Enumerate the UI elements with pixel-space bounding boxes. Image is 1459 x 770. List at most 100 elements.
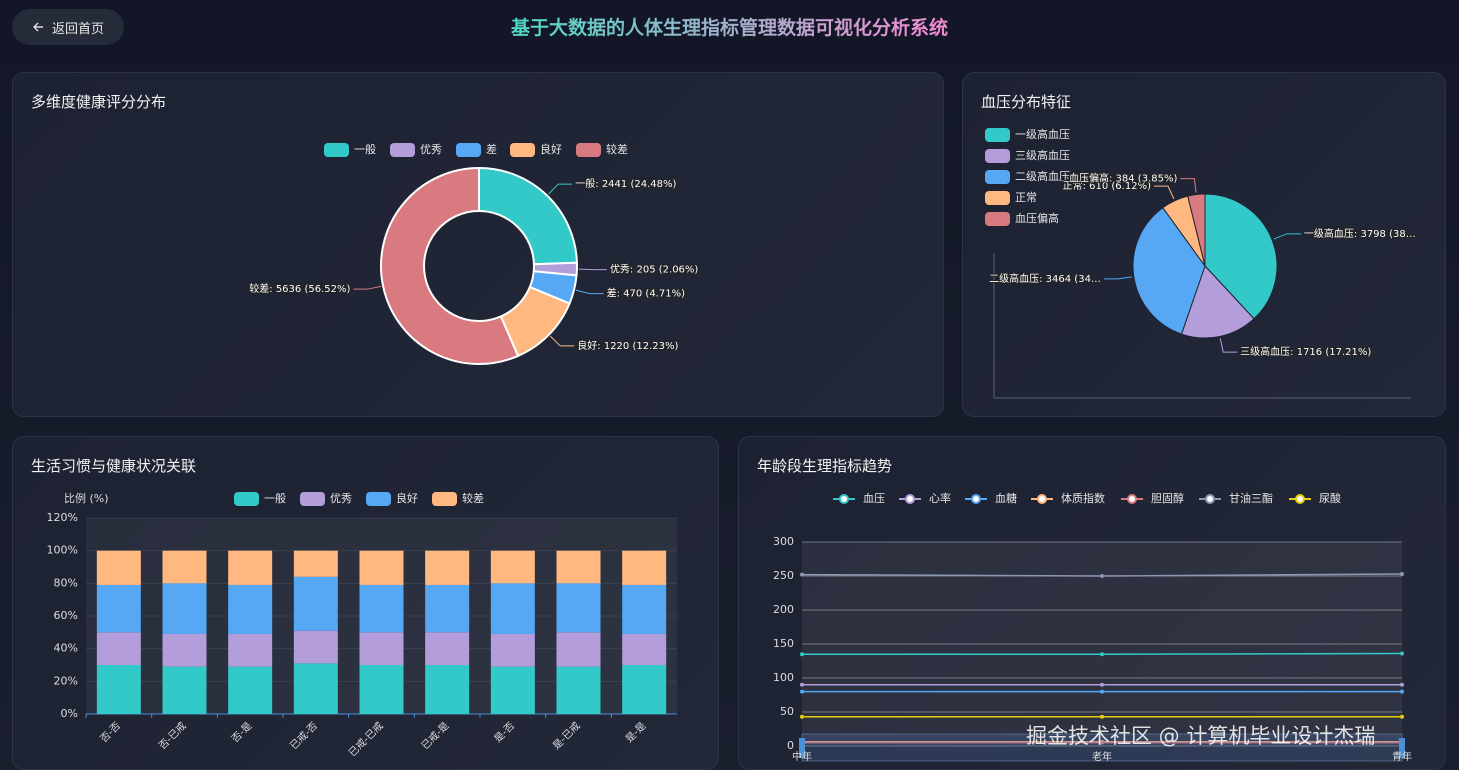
bar-segment	[425, 584, 470, 633]
data-label: 优秀: 205 (2.06%)	[610, 263, 698, 276]
bar-segment	[162, 666, 207, 714]
legend-label: 一级高血压	[1015, 127, 1070, 141]
pie-slice	[1180, 265, 1255, 339]
pie-slice	[1187, 193, 1206, 267]
x-tick-label: 是-已戒	[550, 720, 582, 752]
legend-label: 心率	[929, 491, 951, 505]
bar-segment	[228, 666, 273, 714]
panel-title: 生活习惯与健康状况关联	[31, 457, 197, 475]
legend-label: 良好	[540, 142, 562, 156]
legend-label: 优秀	[330, 492, 352, 505]
bar-segment	[96, 584, 141, 633]
legend-symbol	[985, 191, 1010, 205]
legend-label: 一般	[354, 143, 376, 156]
legend-label: 三级高血压	[1015, 148, 1070, 162]
bar-segment	[490, 550, 535, 584]
pie-slice	[1204, 193, 1278, 320]
leader-line	[1219, 338, 1238, 353]
bar-segment	[490, 633, 535, 667]
leader-line	[1273, 233, 1301, 240]
line-point	[800, 689, 804, 694]
legend-symbol	[985, 212, 1010, 226]
leader-line	[353, 285, 382, 290]
x-tick-label: 已戒-已戒	[346, 720, 385, 759]
y-tick-label: 120%	[47, 511, 78, 524]
line-point	[1400, 682, 1404, 687]
legend-symbol	[432, 492, 457, 506]
y-tick-label: 300	[773, 535, 794, 548]
line-point	[1400, 571, 1404, 576]
legend-label: 胆固醇	[1151, 491, 1184, 505]
bar-segment	[96, 632, 141, 665]
back-button[interactable]: 返回首页	[12, 9, 124, 45]
line-point	[800, 652, 804, 657]
legend-label: 尿酸	[1319, 491, 1341, 505]
legend-label: 体质指数	[1061, 491, 1105, 505]
bar-segment	[425, 632, 470, 665]
y-tick-label: 0%	[61, 707, 78, 720]
legend-label: 一般	[264, 492, 286, 505]
data-label: 一般: 2441 (24.48%)	[575, 177, 676, 190]
bar-segment	[228, 584, 273, 634]
x-tick-label: 否-否	[98, 720, 123, 745]
x-tick-label: 中年	[792, 750, 812, 763]
pie-slice	[380, 167, 520, 365]
legend-symbol	[905, 494, 915, 504]
x-tick-label: 老年	[1092, 750, 1112, 763]
bar-segment	[228, 633, 273, 667]
bar-segment	[228, 550, 273, 585]
legend-symbol	[985, 170, 1010, 184]
back-label: 返回首页	[51, 21, 104, 37]
bar-segment	[359, 550, 404, 585]
line-point	[1400, 651, 1404, 656]
legend-label: 二级高血压	[1015, 169, 1070, 183]
y-tick-label: 0	[787, 739, 794, 752]
y-tick-label: 200	[773, 603, 794, 616]
y-tick-label: 40%	[54, 642, 78, 655]
line-point	[1100, 740, 1104, 745]
bar-segment	[622, 550, 667, 585]
line-point	[1400, 714, 1404, 719]
leader-line	[575, 289, 604, 295]
bar-segment	[490, 583, 535, 634]
bar-segment	[96, 665, 141, 714]
data-label: 较差: 5636 (56.52%)	[249, 282, 350, 295]
leader-line	[1153, 185, 1175, 200]
legend-label: 血压偏高	[1015, 211, 1059, 225]
panel-title: 多维度健康评分分布	[31, 93, 167, 111]
bar-segment	[556, 632, 601, 667]
legend-symbol	[839, 494, 849, 504]
bar-segment	[293, 550, 338, 577]
line-point	[1100, 714, 1104, 719]
bar-segment	[425, 550, 470, 585]
watermark: 掘金技术社区 @ 计算机毕业设计杰瑞	[1026, 724, 1376, 748]
bar-segment	[359, 584, 404, 633]
y-tick-label: 100	[773, 671, 794, 684]
legend-label: 优秀	[420, 143, 442, 156]
back-icon	[32, 22, 43, 32]
panel-title: 血压分布特征	[981, 93, 1072, 111]
bar-segment	[162, 550, 207, 584]
bar-segment	[359, 665, 404, 714]
x-tick-label: 已戒-是	[419, 720, 451, 752]
y-tick-label: 60%	[54, 609, 78, 622]
leader-line	[1180, 178, 1197, 193]
bar-segment	[556, 583, 601, 633]
panel: 血压 心率 血糖 体质指数 胆固醇 甘油三酯 尿酸 0 50 100 150 200 250 300 中年 老…	[738, 436, 1446, 770]
bar-segment	[293, 576, 338, 631]
legend-symbol	[366, 492, 391, 506]
bar-segment	[556, 550, 601, 584]
bar-segment	[622, 665, 667, 714]
panel: 一般 优秀 良好 较差 比例 (%) 0% 20% 40% 60% 80% 100% 120% 否-否 否…	[12, 436, 719, 770]
line-point	[1100, 652, 1104, 657]
legend-symbol	[1127, 494, 1137, 504]
bar-segment	[425, 665, 470, 714]
data-label: 正常: 610 (6.12%)	[1063, 179, 1151, 192]
legend-symbol	[1205, 494, 1215, 504]
zoom-handle	[799, 738, 805, 758]
pie-slice	[1132, 207, 1206, 335]
legend-symbol	[971, 494, 981, 504]
chart: 一般 优秀 良好 较差 比例 (%) 0% 20% 40% 60% 80% 100% 120% 否-否 否…	[47, 491, 677, 759]
